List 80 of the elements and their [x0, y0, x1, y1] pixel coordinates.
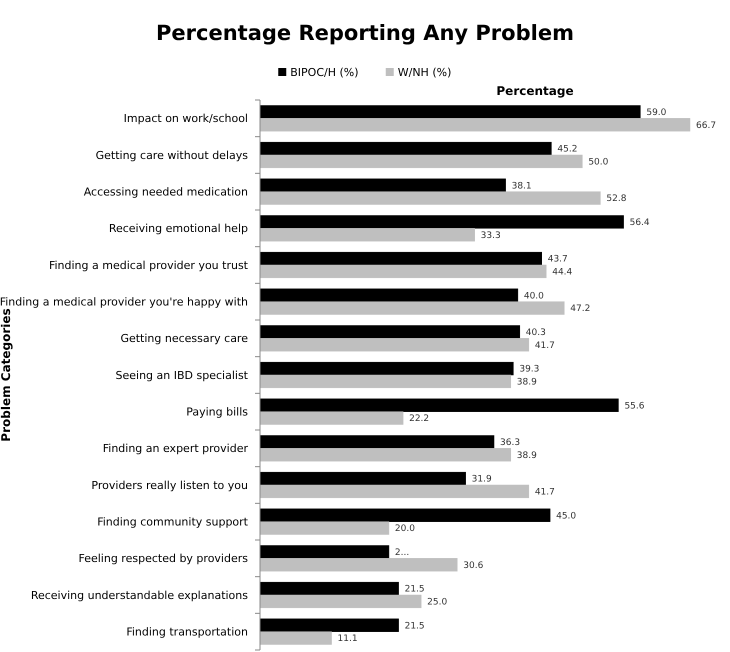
y-tick-label: Seeing an IBD specialist [116, 368, 249, 382]
data-label: 22.2 [409, 414, 430, 424]
y-tick-label: Receiving understandable explanations [30, 588, 248, 602]
y-tick-label: Providers really listen to you [91, 478, 248, 492]
bar [260, 325, 520, 339]
legend-label: W/NH (%) [398, 66, 452, 79]
data-label: 21.5 [404, 584, 425, 595]
bar [260, 472, 466, 486]
bar [260, 252, 542, 266]
bar [260, 105, 641, 119]
y-tick-label: Receiving emotional help [108, 222, 248, 236]
bar [260, 118, 690, 132]
bar [260, 142, 552, 156]
data-label: 50.0 [588, 158, 609, 168]
data-label: 43.7 [548, 254, 568, 265]
data-label: 41.7 [534, 340, 555, 351]
data-label: 30.6 [463, 560, 484, 571]
data-label: 47.2 [570, 304, 590, 314]
bar [260, 594, 422, 608]
y-tick-label: Finding an expert provider [102, 442, 248, 456]
bar [260, 264, 546, 278]
bar [260, 301, 565, 315]
y-tick-label: Finding community support [97, 516, 249, 529]
data-label: 20.0 [394, 524, 416, 534]
data-label: 56.4 [630, 218, 650, 228]
y-tick-label: Paying bills [186, 406, 248, 419]
bar [260, 228, 475, 242]
bar [260, 398, 619, 412]
bar [260, 191, 601, 205]
data-label: 45.0 [556, 511, 576, 522]
data-label: 25.0 [427, 598, 448, 608]
bar [260, 448, 512, 462]
y-tick-label: Feeling respected by providers [78, 552, 248, 566]
bar [260, 178, 506, 192]
y-axis-title: Problem Categories [0, 308, 13, 442]
bar [260, 582, 399, 596]
data-label: 40.0 [524, 291, 544, 302]
data-label: 38.9 [516, 378, 538, 388]
data-label: 41.7 [534, 488, 555, 498]
bar [260, 484, 530, 498]
data-label: 39.3 [519, 364, 540, 375]
x-axis-title: Percentage [496, 84, 574, 98]
bar [260, 618, 399, 632]
y-tick-label: Accessing needed medication [84, 186, 248, 199]
data-label: 33.3 [480, 230, 501, 241]
bar [260, 338, 530, 352]
data-label: 38.9 [516, 450, 538, 461]
bar [260, 545, 390, 559]
y-tick-label: Finding a medical provider you trust [48, 258, 249, 272]
data-label: 44.4 [552, 268, 573, 278]
bar [260, 631, 332, 645]
data-label: 2... [394, 548, 410, 558]
data-label: 21.5 [404, 621, 425, 632]
data-label: 66.7 [696, 120, 716, 131]
bar [260, 411, 404, 425]
y-tick-label: Impact on work/school [124, 112, 248, 126]
bar [260, 215, 624, 229]
bar [260, 435, 494, 449]
data-label: 45.2 [557, 144, 578, 155]
bar [260, 521, 390, 535]
data-label: 55.6 [624, 401, 645, 412]
data-label: 36.3 [500, 438, 520, 448]
legend-label: BIPOC/H (%) [290, 66, 359, 79]
bar [260, 288, 518, 302]
bar [260, 558, 458, 572]
data-label: 40.3 [526, 328, 546, 338]
y-tick-label: Finding transportation [126, 626, 248, 639]
bar [260, 154, 583, 168]
chart-title: Percentage Reporting Any Problem [156, 21, 574, 45]
data-label: 52.8 [606, 194, 627, 204]
bar [260, 374, 512, 388]
bar [260, 362, 514, 376]
data-label: 31.9 [472, 474, 492, 485]
data-label: 59.0 [646, 108, 667, 118]
data-label: 11.1 [338, 634, 358, 644]
bar [260, 508, 550, 522]
y-tick-label: Getting necessary care [120, 332, 248, 346]
y-tick-label: Finding a medical provider you're happy with [0, 296, 248, 309]
y-tick-label: Getting care without delays [96, 148, 248, 162]
data-label: 38.1 [512, 181, 532, 192]
